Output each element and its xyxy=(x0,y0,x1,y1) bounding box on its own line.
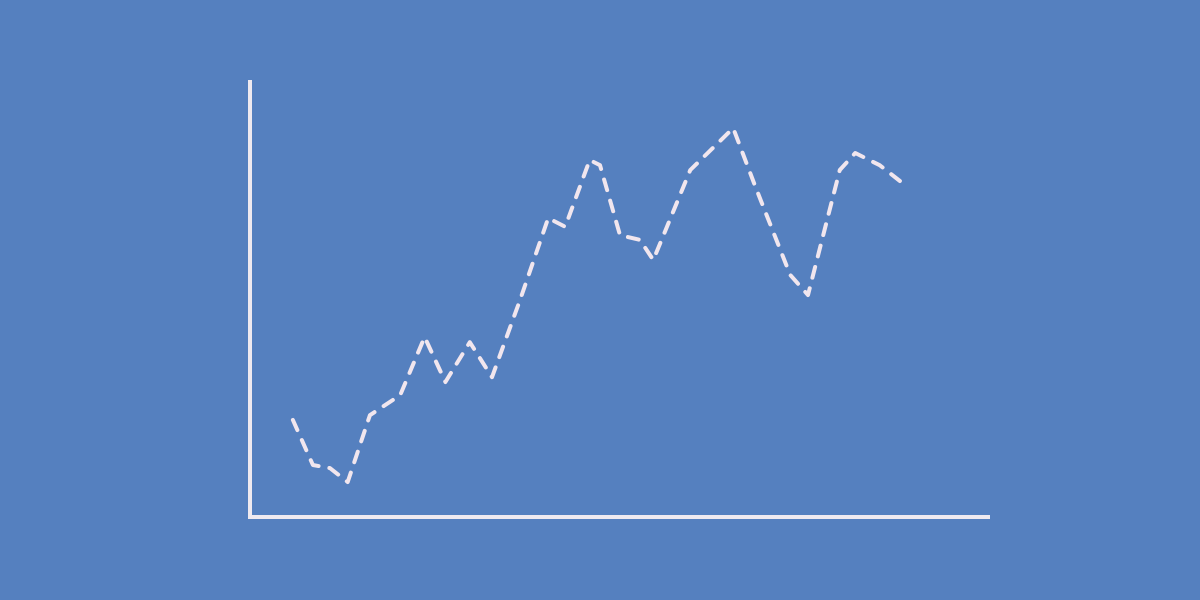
background xyxy=(0,0,1200,600)
chart xyxy=(0,0,1200,600)
page: (() => { const data = JSON.parse(documen… xyxy=(0,0,1200,600)
